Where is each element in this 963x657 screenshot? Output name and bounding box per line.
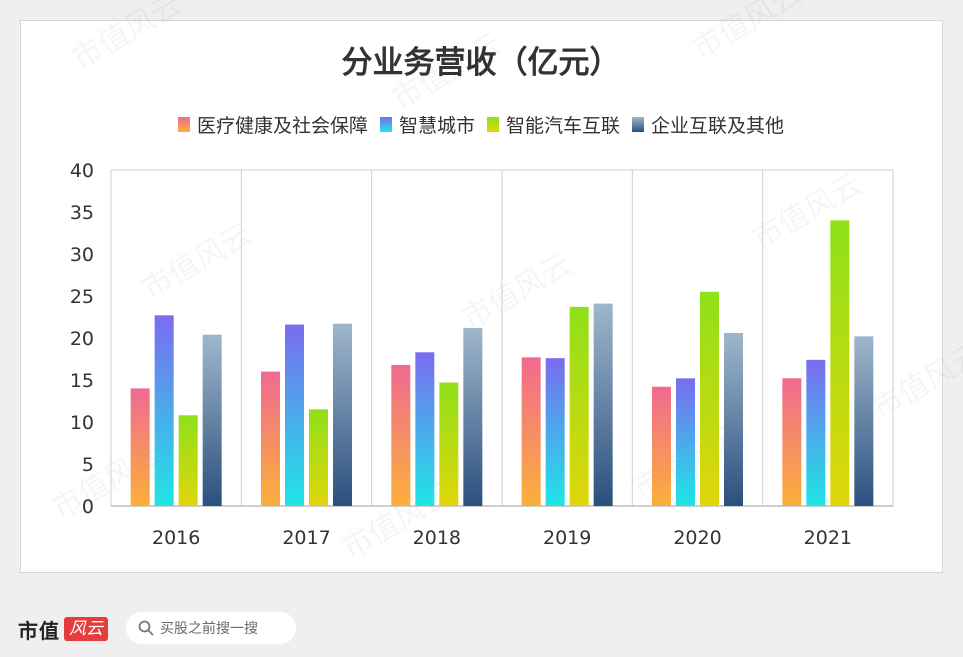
logo-badge: 风云 <box>64 617 108 641</box>
legend: 医疗健康及社会保障 智慧城市 智能汽车互联 企业互联及其他 <box>177 115 784 137</box>
watermark-text: 市值风云 <box>137 217 258 307</box>
legend-item: 企业互联及其他 <box>632 115 784 137</box>
bar <box>463 327 483 506</box>
bar-chart: 市值风云市值风云市值风云市值风云市值风云市值风云市值风云市值风云市值风云市值风云… <box>46 0 963 567</box>
legend-swatch <box>632 117 645 132</box>
search-placeholder: 买股之前搜一搜 <box>160 621 258 637</box>
bar <box>700 291 719 506</box>
legend-item: 医疗健康及社会保障 <box>177 115 368 137</box>
legend-label: 智慧城市 <box>399 115 475 137</box>
bar <box>309 409 328 506</box>
bar <box>569 306 589 506</box>
bar <box>391 364 411 506</box>
bar <box>593 303 613 506</box>
bar <box>545 358 565 506</box>
search-box[interactable]: 买股之前搜一搜 <box>126 612 296 644</box>
logo-text: 市值 <box>18 618 60 643</box>
legend-swatch <box>379 117 392 132</box>
x-tick-label: 2021 <box>804 527 852 549</box>
legend-label: 企业互联及其他 <box>651 115 784 137</box>
legend-item: 智能汽车互联 <box>487 115 620 137</box>
legend-swatch <box>487 117 499 132</box>
chart-title: 分业务营收（亿元） <box>342 45 621 81</box>
bar <box>724 332 743 506</box>
bar <box>178 415 198 506</box>
bar <box>521 357 541 506</box>
watermark-text: 市值风云 <box>67 0 188 77</box>
legend-item: 智慧城市 <box>379 115 475 137</box>
x-tick-label: 2017 <box>282 527 330 549</box>
y-tick-label: 40 <box>70 160 94 182</box>
watermark-text: 市值风云 <box>457 247 578 337</box>
bar <box>676 378 695 506</box>
y-tick-label: 35 <box>70 202 94 224</box>
brand-logo: 市值 风云 <box>18 614 108 644</box>
x-tick-label: 2020 <box>673 527 721 549</box>
y-tick-label: 30 <box>70 244 94 266</box>
search-icon <box>138 620 154 636</box>
y-tick-label: 15 <box>70 370 94 392</box>
bar <box>130 388 150 506</box>
watermark-text: 市值风云 <box>867 337 963 427</box>
y-tick-label: 20 <box>70 328 94 350</box>
legend-label: 智能汽车互联 <box>506 115 620 137</box>
y-tick-label: 10 <box>70 412 94 434</box>
x-tick-label: 2019 <box>543 527 591 549</box>
bar <box>261 371 280 506</box>
bar <box>806 359 826 506</box>
bar <box>439 382 459 506</box>
watermark-text: 市值风云 <box>687 0 808 67</box>
y-tick-label: 5 <box>82 454 94 476</box>
bar <box>782 378 802 506</box>
bar <box>285 324 304 506</box>
bar <box>333 323 352 506</box>
plot-area: 0 5 10 15 20 25 30 35 40 2016 2017 2018 2019 2020 2021 <box>70 160 894 549</box>
watermark-text: 市值风云 <box>47 437 168 527</box>
bar <box>415 352 435 506</box>
bar <box>202 334 222 506</box>
watermark-text: 市值风云 <box>747 167 868 257</box>
x-tick-label: 2016 <box>152 527 200 549</box>
legend-label: 医疗健康及社会保障 <box>197 115 368 137</box>
bar <box>854 336 874 506</box>
bar <box>830 220 850 506</box>
bar <box>154 315 174 506</box>
y-tick-label: 0 <box>82 496 94 518</box>
bar <box>652 386 671 506</box>
x-tick-label: 2018 <box>413 527 461 549</box>
y-tick-label: 25 <box>70 286 94 308</box>
legend-swatch <box>177 117 190 132</box>
